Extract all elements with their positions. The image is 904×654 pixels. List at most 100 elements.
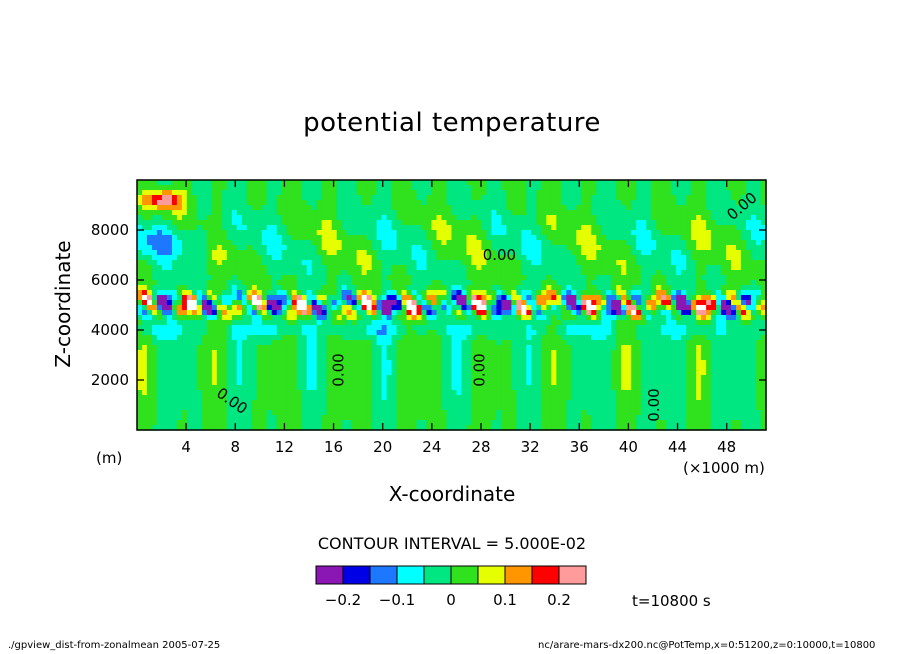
contour-cell — [421, 315, 428, 321]
contour-cell — [571, 190, 577, 196]
contour-cell — [166, 180, 173, 186]
contour-cell — [276, 370, 283, 376]
contour-cell — [606, 335, 612, 341]
contour-cell — [216, 320, 223, 326]
contour-cell — [156, 330, 163, 336]
contour-cell — [476, 350, 483, 356]
contour-cell — [196, 315, 203, 321]
contour-cell — [696, 320, 702, 326]
contour-cell — [541, 215, 547, 221]
contour-cell — [476, 210, 483, 216]
contour-cell — [486, 210, 493, 216]
contour-cell — [161, 215, 168, 221]
contour-cell — [346, 280, 353, 286]
contour-cell — [736, 270, 742, 276]
contour-cell — [161, 205, 168, 211]
contour-cell — [551, 320, 557, 326]
contour-cell — [276, 320, 283, 326]
contour-cell — [671, 295, 677, 301]
contour-cell — [696, 275, 702, 281]
contour-cell — [421, 180, 428, 186]
contour-cell — [216, 305, 223, 311]
contour-cell — [521, 295, 527, 301]
contour-cell — [441, 180, 448, 186]
contour-cell — [456, 320, 463, 326]
contour-cell — [256, 245, 263, 251]
contour-cell — [326, 180, 333, 186]
contour-cell — [451, 375, 458, 381]
contour-cell — [386, 245, 393, 251]
contour-cell — [471, 340, 478, 346]
contour-cell — [536, 240, 542, 246]
contour-cell — [531, 375, 537, 381]
contour-cell — [666, 215, 672, 221]
contour-cell — [381, 195, 388, 201]
contour-cell — [356, 275, 363, 281]
contour-cell — [246, 330, 253, 336]
contour-cell — [691, 305, 697, 311]
contour-cell — [386, 215, 393, 221]
contour-cell — [521, 310, 527, 316]
contour-cell — [486, 295, 493, 301]
contour-cell — [496, 200, 503, 206]
contour-cell — [541, 320, 547, 326]
contour-cell — [401, 340, 408, 346]
contour-cell — [386, 355, 393, 361]
contour-cell — [206, 375, 213, 381]
contour-cell — [676, 300, 682, 306]
contour-cell — [691, 355, 697, 361]
contour-cell — [696, 260, 702, 266]
contour-cell — [261, 365, 268, 371]
contour-cell — [556, 280, 562, 286]
contour-cell — [231, 270, 238, 276]
contour-cell — [706, 265, 712, 271]
contour-cell — [596, 320, 602, 326]
contour-cell — [631, 225, 637, 231]
contour-cell — [726, 300, 732, 306]
contour-cell — [356, 310, 363, 316]
contour-cell — [171, 375, 178, 381]
contour-cell — [416, 235, 423, 241]
contour-cell — [751, 320, 757, 326]
contour-cell — [696, 285, 702, 291]
contour-cell — [221, 230, 228, 236]
contour-cell — [496, 260, 503, 266]
contour-cell — [531, 245, 537, 251]
contour-cell — [176, 285, 183, 291]
contour-cell — [761, 195, 767, 201]
contour-cell — [696, 350, 702, 356]
contour-cell — [671, 195, 677, 201]
contour-cell — [621, 235, 627, 241]
contour-cell — [566, 310, 572, 316]
contour-cell — [336, 235, 343, 241]
contour-cell — [401, 220, 408, 226]
contour-cell — [441, 360, 448, 366]
contour-cell — [666, 185, 672, 191]
contour-cell — [181, 290, 188, 296]
contour-cell — [156, 345, 163, 351]
contour-cell — [141, 255, 148, 261]
contour-cell — [436, 345, 443, 351]
contour-cell — [161, 250, 168, 256]
contour-cell — [566, 270, 572, 276]
contour-cell — [211, 365, 218, 371]
contour-cell — [171, 295, 178, 301]
contour-cell — [421, 205, 428, 211]
contour-cell — [756, 260, 762, 266]
contour-cell — [446, 340, 453, 346]
contour-cell — [461, 325, 468, 331]
contour-cell — [451, 275, 458, 281]
contour-cell — [591, 215, 597, 221]
contour-cell — [326, 290, 333, 296]
contour-cell — [706, 190, 712, 196]
contour-cell — [511, 290, 517, 296]
contour-cell — [461, 295, 468, 301]
contour-cell — [151, 300, 158, 306]
contour-cell — [696, 340, 702, 346]
contour-cell — [216, 270, 223, 276]
contour-cell — [191, 200, 198, 206]
contour-cell — [611, 370, 617, 376]
contour-cell — [291, 370, 298, 376]
contour-cell — [536, 200, 542, 206]
contour-cell — [656, 365, 662, 371]
